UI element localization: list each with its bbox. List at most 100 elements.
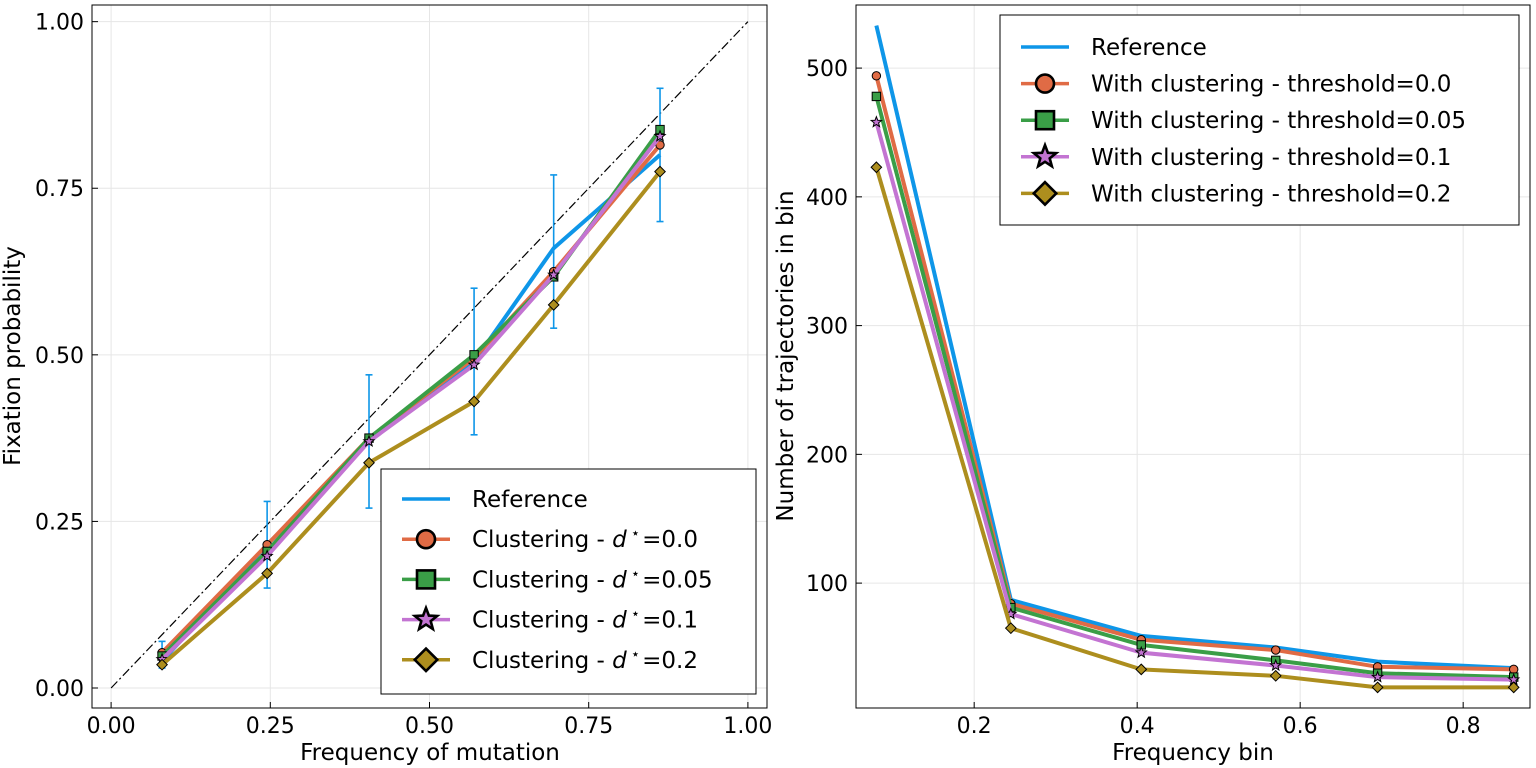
- left-y-tick-label: 0.75: [35, 177, 84, 202]
- right-legend-entry-4: With clustering - threshold=0.2: [1021, 180, 1451, 207]
- right-series-1-point: [1271, 645, 1281, 655]
- right-y-tick-label: 400: [806, 186, 848, 211]
- right-series-3-point: [1269, 658, 1283, 672]
- left-legend-label: Reference: [472, 487, 588, 513]
- right-series-3: [869, 115, 1521, 686]
- right-y-tick-label: 300: [806, 315, 848, 340]
- right-y-tick-label: 200: [806, 443, 848, 468]
- left-legend-marker: [411, 604, 441, 633]
- legend-label-value: =0.1: [642, 608, 698, 634]
- diagonal-line: [110, 21, 749, 689]
- right-series-4-point: [1269, 669, 1282, 682]
- legend-label-value: =0.05: [642, 567, 712, 593]
- right-x-tick-label: 0.2: [957, 714, 992, 739]
- right-plot-frame: [855, 4, 1531, 709]
- right-legend-entry-1: With clustering - threshold=0.0: [1021, 72, 1451, 98]
- left-series-3-point: [362, 434, 376, 448]
- legend-label-symbol: d: [612, 648, 627, 674]
- right-legend-label: Reference: [1091, 35, 1207, 61]
- left-series-4-point: [468, 395, 481, 408]
- left-legend-label: Clustering - d ⋆=0.05: [472, 564, 713, 593]
- left-series-4-point: [654, 165, 666, 178]
- left-series-4-point: [363, 456, 375, 469]
- right-series-4-point: [870, 161, 883, 174]
- right-x-tick-label: 0.8: [1446, 714, 1481, 739]
- left-legend-entry-4: Clustering - d ⋆=0.2: [402, 645, 698, 674]
- legend-label-text: Reference: [472, 487, 588, 513]
- right-legend-marker: [1030, 141, 1060, 170]
- right-y-tick-label: 100: [806, 572, 848, 597]
- right-series-2-line: [874, 95, 1514, 680]
- legend-label-value: =0.2: [642, 648, 698, 674]
- left-y-tick-label: 0.25: [35, 510, 84, 535]
- right-series-2-point: [871, 91, 882, 102]
- left-legend-label: Clustering - d ⋆=0.2: [472, 645, 698, 674]
- right-legend: Reference With clustering - threshold=0.0…: [999, 14, 1520, 226]
- left-legend-entry-0: Reference: [402, 487, 588, 513]
- right-series-1-point: [871, 71, 882, 81]
- right-legend-label: With clustering - threshold=0.05: [1091, 108, 1466, 134]
- right-legend-marker: [1031, 180, 1059, 207]
- left-y-axis-label: Fixation probability: [0, 246, 26, 466]
- legend-label-prefix: Clustering -: [472, 648, 612, 674]
- left-x-tick-label: 1.00: [723, 714, 772, 739]
- left-diagonal-reference-line: [110, 21, 749, 689]
- right-series-3-point: [1134, 645, 1148, 659]
- right-legend-label: With clustering - threshold=0.1: [1091, 145, 1451, 171]
- left-series-group: [155, 124, 667, 671]
- right-series-1-point: [1509, 664, 1519, 675]
- right-legend-entry-2: With clustering - threshold=0.05: [1021, 108, 1466, 134]
- right-x-tick-label: 0.6: [1283, 714, 1318, 739]
- left-legend-box: [380, 468, 757, 695]
- right-series-0: [874, 25, 1514, 671]
- right-legend-entry-3: With clustering - threshold=0.1: [1021, 141, 1451, 171]
- left-legend-marker: [415, 528, 437, 550]
- left-series-3-point: [547, 267, 561, 281]
- right-series-0-line: [874, 25, 1514, 671]
- left-legend-label: Clustering - d ⋆=0.1: [472, 605, 698, 634]
- left-y-tick-label: 0.50: [35, 344, 84, 369]
- legend-label-symbol: d: [612, 567, 627, 593]
- right-legend-marker: [1034, 73, 1056, 94]
- right-series-group: [869, 25, 1521, 694]
- left-series-4-point: [261, 567, 274, 580]
- right-series-4-point: [1507, 681, 1520, 694]
- left-x-tick-label: 0.50: [405, 714, 454, 739]
- legend-label-symbol: d: [612, 527, 627, 553]
- left-series-3-point: [653, 129, 667, 142]
- right-series-3-point: [1371, 670, 1385, 683]
- left-chart-panel: 0.00 0.25 0.50 0.75 1.00 0.00 0.25 0.50 0.75 1.00…: [0, 4, 772, 766]
- left-series-4-line: [160, 170, 662, 667]
- legend-label-superscript: ⋆: [631, 605, 640, 623]
- left-y-tick-label: 0.00: [35, 677, 84, 702]
- right-y-axis-label: Number of trajectories in bin: [773, 190, 799, 521]
- legend-label-value: =0.0: [642, 527, 698, 553]
- left-series-4-point: [547, 298, 560, 311]
- right-series-4: [870, 161, 1520, 694]
- right-tick-labels: 0.2 0.4 0.6 0.8 100 200 300 400 500: [806, 57, 1481, 739]
- legend-label-symbol: d: [612, 608, 627, 634]
- legend-label-superscript: ⋆: [631, 645, 640, 663]
- left-tick-labels: 0.00 0.25 0.50 0.75 1.00 0.00 0.25 0.50 0.75 1.00: [35, 11, 772, 739]
- left-x-tick-label: 0.75: [564, 714, 613, 739]
- right-series-3-line: [874, 121, 1514, 682]
- left-legend-entry-3: Clustering - d ⋆=0.1: [402, 604, 698, 634]
- legend-label-superscript: ⋆: [631, 524, 640, 542]
- left-series-4: [156, 165, 666, 671]
- right-legend-label: With clustering - threshold=0.2: [1091, 181, 1451, 207]
- right-series-4-point: [1371, 681, 1384, 694]
- right-x-axis-label: Frequency bin: [1112, 740, 1274, 766]
- left-legend-entry-2: Clustering - d ⋆=0.05: [402, 564, 713, 593]
- right-legend-marker: [1034, 109, 1056, 131]
- legend-label-prefix: Clustering -: [472, 527, 612, 553]
- right-series-4-point: [1004, 622, 1017, 635]
- left-x-tick-label: 0.25: [246, 714, 295, 739]
- legend-label-prefix: Clustering -: [472, 567, 612, 593]
- left-series-3-point: [467, 357, 481, 371]
- right-legend-label: With clustering - threshold=0.0: [1091, 72, 1451, 98]
- left-series-3-point: [260, 549, 274, 562]
- right-chart-panel: 0.2 0.4 0.6 0.8 100 200 300 400 500 Frequency bi…: [773, 4, 1531, 766]
- left-series-3-line: [160, 135, 662, 661]
